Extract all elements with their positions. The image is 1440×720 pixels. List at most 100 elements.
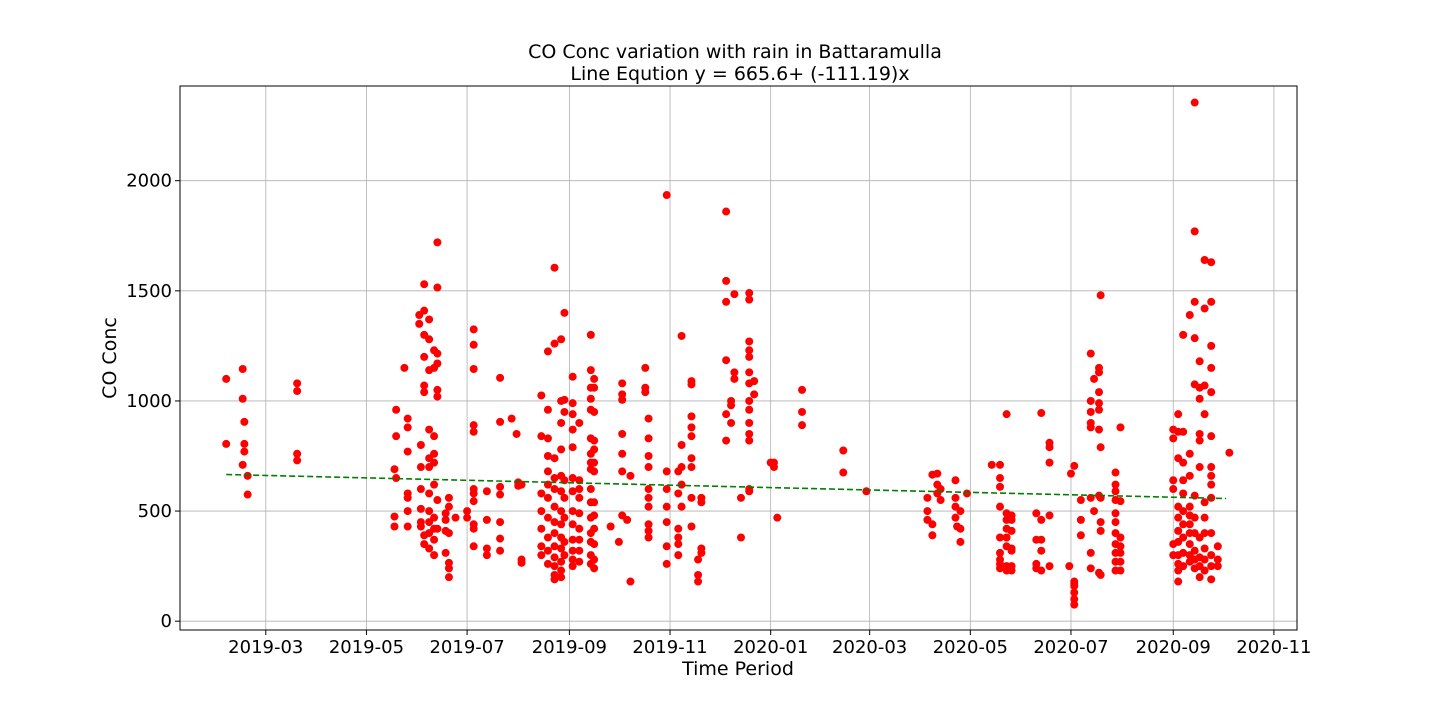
- data-point: [469, 340, 478, 349]
- data-point: [1070, 595, 1079, 604]
- data-point: [1007, 566, 1016, 575]
- data-point: [745, 337, 754, 346]
- data-point: [575, 546, 584, 555]
- data-point: [644, 502, 653, 511]
- data-point: [238, 460, 247, 469]
- y-tick-label: 500: [138, 501, 172, 522]
- data-point: [403, 423, 412, 432]
- data-point: [590, 407, 599, 416]
- data-point: [996, 502, 1005, 511]
- data-point: [543, 513, 552, 522]
- data-point: [425, 507, 434, 516]
- data-point: [416, 463, 425, 472]
- trend-line-layer: [226, 473, 1227, 500]
- data-point: [590, 564, 599, 573]
- data-point: [1185, 471, 1194, 480]
- data-point: [687, 423, 696, 432]
- data-point: [560, 493, 569, 502]
- data-point: [618, 429, 627, 438]
- data-point: [420, 306, 429, 315]
- data-point: [750, 377, 759, 386]
- data-point: [496, 417, 505, 426]
- data-point: [433, 524, 442, 533]
- y-tick-label: 1500: [126, 281, 172, 302]
- data-point: [618, 449, 627, 458]
- data-point: [392, 474, 401, 483]
- data-point: [769, 463, 778, 472]
- data-point: [677, 480, 686, 489]
- data-point: [420, 280, 429, 289]
- data-point: [537, 507, 546, 516]
- data-point: [1096, 291, 1105, 300]
- data-point: [722, 297, 731, 306]
- data-point: [1045, 443, 1054, 452]
- data-point: [1045, 511, 1054, 520]
- data-point: [1090, 507, 1099, 516]
- data-point: [644, 434, 653, 443]
- data-point: [662, 542, 671, 551]
- data-point: [1169, 485, 1178, 494]
- data-point: [923, 493, 932, 502]
- data-point: [590, 540, 599, 549]
- data-point: [550, 542, 559, 551]
- data-point: [1116, 542, 1125, 551]
- data-point: [1095, 399, 1104, 408]
- data-point: [240, 439, 249, 448]
- data-point: [1207, 471, 1216, 480]
- data-point: [641, 388, 650, 397]
- x-tick-label: 2020-09: [1136, 637, 1211, 658]
- data-point: [496, 534, 505, 543]
- data-point: [677, 463, 686, 472]
- data-point: [496, 546, 505, 555]
- data-point: [1200, 255, 1209, 264]
- data-point: [1002, 533, 1011, 542]
- data-point: [568, 410, 577, 419]
- data-point: [1207, 562, 1216, 571]
- data-point: [644, 533, 653, 542]
- data-point: [575, 485, 584, 494]
- data-point: [537, 551, 546, 560]
- x-tick-label: 2020-03: [832, 637, 907, 658]
- data-point: [496, 373, 505, 382]
- data-point: [557, 507, 566, 516]
- data-point: [1190, 334, 1199, 343]
- data-point: [687, 380, 696, 389]
- axis-ticks: 2019-03 2019-05 2019-07 2019-09 2019-11 2020-…: [126, 171, 1311, 658]
- data-point: [730, 290, 739, 299]
- data-point: [1207, 480, 1216, 489]
- data-point: [1086, 564, 1095, 573]
- trend-line: [226, 473, 1227, 500]
- data-point: [543, 493, 552, 502]
- data-point: [1037, 566, 1046, 575]
- data-point: [662, 559, 671, 568]
- data-point: [543, 347, 552, 356]
- data-point: [482, 551, 491, 560]
- data-point: [1207, 575, 1216, 584]
- data-point: [1185, 540, 1194, 549]
- data-point: [1207, 297, 1216, 306]
- data-point: [543, 434, 552, 443]
- data-point: [400, 363, 409, 372]
- data-point: [568, 520, 577, 529]
- data-point: [745, 352, 754, 361]
- data-point: [416, 504, 425, 513]
- data-point: [557, 487, 566, 496]
- data-point: [557, 520, 566, 529]
- data-point: [586, 394, 595, 403]
- data-point: [745, 396, 754, 405]
- data-point: [626, 471, 635, 480]
- data-point: [722, 207, 731, 216]
- data-point: [1195, 436, 1204, 445]
- data-point: [590, 467, 599, 476]
- data-point: [568, 555, 577, 564]
- data-point: [730, 374, 739, 383]
- data-point: [403, 493, 412, 502]
- data-point: [1007, 546, 1016, 555]
- data-point: [560, 395, 569, 404]
- data-point: [745, 289, 754, 298]
- data-point: [568, 372, 577, 381]
- data-point: [416, 522, 425, 531]
- data-point: [662, 485, 671, 494]
- data-point: [1179, 476, 1188, 485]
- data-point: [1207, 258, 1216, 267]
